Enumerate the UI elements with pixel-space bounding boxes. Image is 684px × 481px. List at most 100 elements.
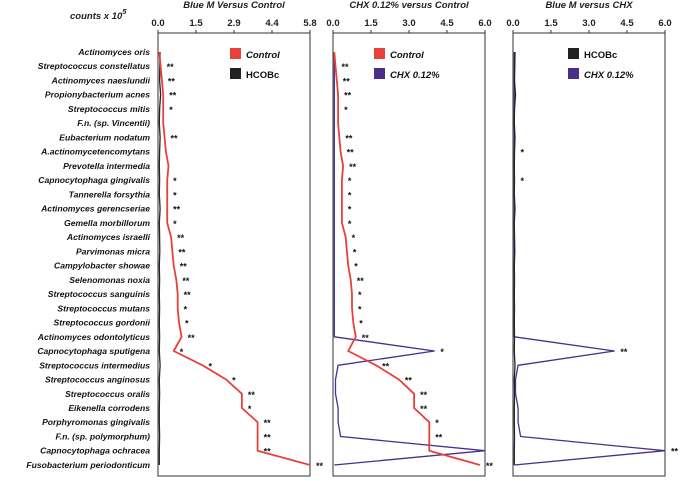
significance-marker: * [232,376,236,386]
panel-frame [332,32,486,477]
significance-marker: * [348,190,352,200]
legend-swatch [374,68,385,79]
x-tick-label: 5.8 [303,18,316,29]
legend-entry: CHX 0.12% [584,70,634,81]
significance-marker: ** [486,461,494,471]
x-tick-label: 2.9 [227,18,240,29]
significance-marker: ** [671,447,679,457]
species-label: Porphyromonas gingivalis [42,417,150,427]
panel-title: CHX 0.12% versus Control [349,0,469,11]
significance-marker: ** [316,461,324,471]
significance-marker: ** [349,162,357,172]
species-label: F.n. (sp. Vincentii) [77,118,150,128]
significance-marker: * [440,347,444,357]
significance-marker: ** [382,361,390,371]
series-line-hcobc [158,51,162,465]
series-line-chx-0-12- [513,52,666,466]
significance-marker: ** [169,91,177,101]
legend-swatch [568,68,579,79]
significance-marker: * [173,190,177,200]
legend-swatch [230,68,241,79]
significance-marker: * [184,304,188,314]
x-tick-label: 0.0 [151,18,164,29]
x-tick-label: 4.5 [620,18,634,29]
panel-2: CHX 0.12% versus Control 0.0 1.5 3.0 4.5 6.0 *… [326,0,494,477]
panel-frame [157,32,311,477]
significance-marker: * [348,176,352,186]
species-label: Capnocytophaga gingivalis [38,175,150,185]
species-label: F.n. (sp. polymorphum) [55,431,150,441]
significance-marker: * [352,233,356,243]
species-label: Eubacterium nodatum [59,132,150,142]
x-tick-label: 1.5 [364,18,378,29]
x-tick-label: 1.5 [189,18,203,29]
species-label: Campylobacter showae [54,261,150,271]
species-label: Propionybacterium acnes [45,90,150,100]
species-label: Capnocytophaga ochracea [40,446,150,456]
significance-marker: * [348,219,352,229]
species-label: Actinomyces gerencseriae [40,204,150,214]
panel-frame [512,32,666,477]
species-label: Actinomyces naeslundii [51,75,151,85]
significance-marker: * [521,176,525,186]
significance-marker: ** [420,404,428,414]
species-label: Streptococcus oralis [65,389,150,399]
significance-marker: ** [182,276,190,286]
significance-marker: ** [173,205,181,215]
series-line-chx-0-12- [333,52,486,466]
species-label: Selenomonas noxia [69,275,150,285]
x-tick-label: 6.0 [478,18,491,29]
significance-marker: * [173,219,177,229]
species-label: Actinomyces israelli [66,232,151,242]
species-label: Streptococcus constellatus [38,61,150,71]
species-label: Prevotella intermedia [63,161,150,171]
species-label: Capnocytophaga sputigena [37,346,150,356]
x-tick-label: 1.5 [544,18,558,29]
significance-marker: ** [435,432,443,442]
species-label: Actinomyces odontolyticus [37,332,150,342]
legend-entry: HCOBc [246,70,279,81]
x-tick-label: 6.0 [658,18,671,29]
panel-title: Blue M versus CHX [545,0,633,11]
significance-marker: ** [347,148,355,158]
significance-marker: ** [405,376,413,386]
significance-marker: ** [180,262,188,272]
significance-marker: * [344,105,348,115]
panel-title: Blue M Versus Control [183,0,285,11]
series-line-control [158,51,311,466]
significance-marker: * [358,290,362,300]
significance-marker: ** [184,290,192,300]
significance-marker: ** [177,233,185,243]
x-tick-label: 0.0 [326,18,339,29]
significance-marker: ** [264,432,272,442]
significance-marker: * [180,347,184,357]
species-label: Streptococcus anginosus [45,375,150,385]
significance-marker: * [348,205,352,215]
axis-unit-exponent: 5 [122,7,127,16]
legend-entry: CHX 0.12% [390,70,440,81]
species-label: Streptococcus intermedius [39,360,150,370]
significance-marker: ** [264,447,272,457]
species-label: Fusobacterium periodonticum [26,460,150,470]
significance-marker: ** [188,333,196,343]
significance-marker: ** [171,133,179,143]
significance-marker: ** [167,62,175,72]
species-label: A.actinomycetencomytans [40,147,150,157]
legend-entry: Control [390,50,424,61]
species-label: Streptococcus gordonii [54,318,151,328]
axis-unit-label: counts x 105 [70,7,127,22]
significance-marker: ** [362,333,370,343]
significance-marker: * [354,262,358,272]
significance-marker: ** [248,390,256,400]
significance-marker: ** [344,91,352,101]
x-tick-label: 4.5 [440,18,454,29]
significance-marker: * [185,319,189,329]
significance-marker: * [248,404,252,414]
significance-marker: * [209,361,213,371]
x-tick-label: 4.4 [265,18,279,29]
significance-marker: * [173,176,177,186]
species-label: Streptococcus mutans [57,303,150,313]
